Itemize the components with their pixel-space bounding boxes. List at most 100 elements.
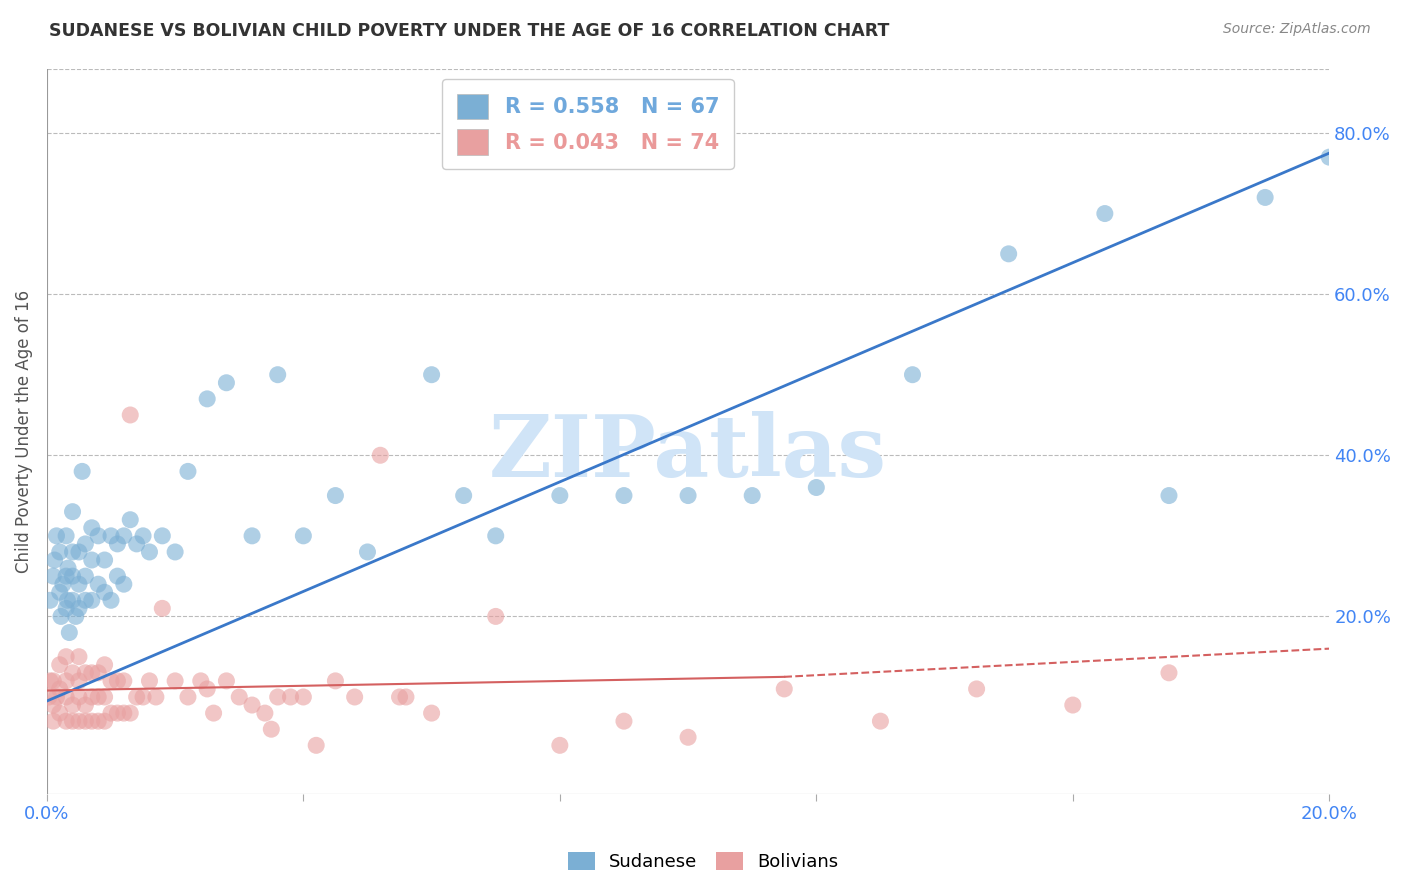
Point [55, 601, 77, 615]
Point [70, 464, 93, 478]
Point [395, 690, 418, 704]
Point [305, 739, 328, 753]
Y-axis label: Child Poverty Under the Age of 16: Child Poverty Under the Age of 16 [15, 290, 32, 573]
Point [87, 665, 110, 680]
Point [45, 529, 67, 543]
Point [260, 723, 283, 737]
Point [420, 368, 443, 382]
Point [966, 681, 988, 696]
Point [67, 673, 90, 688]
Point [39, 593, 62, 607]
Point [62, 505, 84, 519]
Point [38, 690, 60, 704]
Point [267, 368, 290, 382]
Point [112, 706, 135, 720]
Point [62, 569, 84, 583]
Point [869, 714, 891, 728]
Point [93, 553, 115, 567]
Point [75, 537, 97, 551]
Point [42, 673, 65, 688]
Point [55, 714, 77, 728]
Point [44, 553, 66, 567]
Point [42, 714, 65, 728]
Point [49, 609, 72, 624]
Point [75, 569, 97, 583]
Point [120, 706, 142, 720]
Point [48, 657, 70, 672]
Point [202, 706, 225, 720]
Point [55, 690, 77, 704]
Point [67, 601, 90, 615]
Point [52, 577, 75, 591]
Point [55, 673, 77, 688]
Point [228, 690, 250, 704]
Point [195, 392, 218, 406]
Point [125, 690, 148, 704]
Point [120, 513, 142, 527]
Point [195, 681, 218, 696]
Point [56, 561, 79, 575]
Point [343, 690, 366, 704]
Text: Source: ZipAtlas.com: Source: ZipAtlas.com [1223, 22, 1371, 37]
Point [150, 529, 173, 543]
Point [80, 593, 103, 607]
Point [138, 673, 160, 688]
Point [100, 673, 122, 688]
Point [93, 585, 115, 599]
Point [100, 593, 122, 607]
Point [75, 593, 97, 607]
Point [48, 545, 70, 559]
Point [55, 649, 77, 664]
Legend: R = 0.558   N = 67, R = 0.043   N = 74: R = 0.558 N = 67, R = 0.043 N = 74 [441, 78, 734, 169]
Text: SUDANESE VS BOLIVIAN CHILD POVERTY UNDER THE AGE OF 16 CORRELATION CHART: SUDANESE VS BOLIVIAN CHILD POVERTY UNDER… [49, 22, 890, 40]
Point [93, 690, 115, 704]
Point [485, 529, 508, 543]
Point [132, 529, 155, 543]
Point [67, 690, 90, 704]
Point [613, 714, 636, 728]
Point [112, 529, 135, 543]
Point [190, 673, 212, 688]
Point [215, 673, 238, 688]
Point [368, 448, 391, 462]
Point [613, 489, 636, 503]
Point [80, 553, 103, 567]
Point [292, 690, 315, 704]
Point [67, 545, 90, 559]
Point [125, 537, 148, 551]
Point [453, 489, 475, 503]
Point [80, 665, 103, 680]
Point [292, 529, 315, 543]
Point [388, 690, 411, 704]
Point [997, 247, 1019, 261]
Text: ZIPatlas: ZIPatlas [489, 411, 887, 495]
Point [1157, 665, 1180, 680]
Point [107, 569, 129, 583]
Point [107, 673, 129, 688]
Point [676, 731, 699, 745]
Point [42, 569, 65, 583]
Point [165, 673, 187, 688]
Point [676, 489, 699, 503]
Point [48, 706, 70, 720]
Point [75, 714, 97, 728]
Point [87, 714, 110, 728]
Point [55, 529, 77, 543]
Point [100, 529, 122, 543]
Point [87, 529, 110, 543]
Point [150, 601, 173, 615]
Point [138, 545, 160, 559]
Point [1157, 489, 1180, 503]
Point [62, 545, 84, 559]
Point [48, 585, 70, 599]
Point [39, 673, 62, 688]
Point [325, 489, 347, 503]
Point [87, 690, 110, 704]
Point [548, 489, 571, 503]
Point [80, 714, 103, 728]
Point [177, 690, 200, 704]
Point [48, 681, 70, 696]
Point [42, 698, 65, 712]
Point [58, 625, 80, 640]
Point [806, 481, 828, 495]
